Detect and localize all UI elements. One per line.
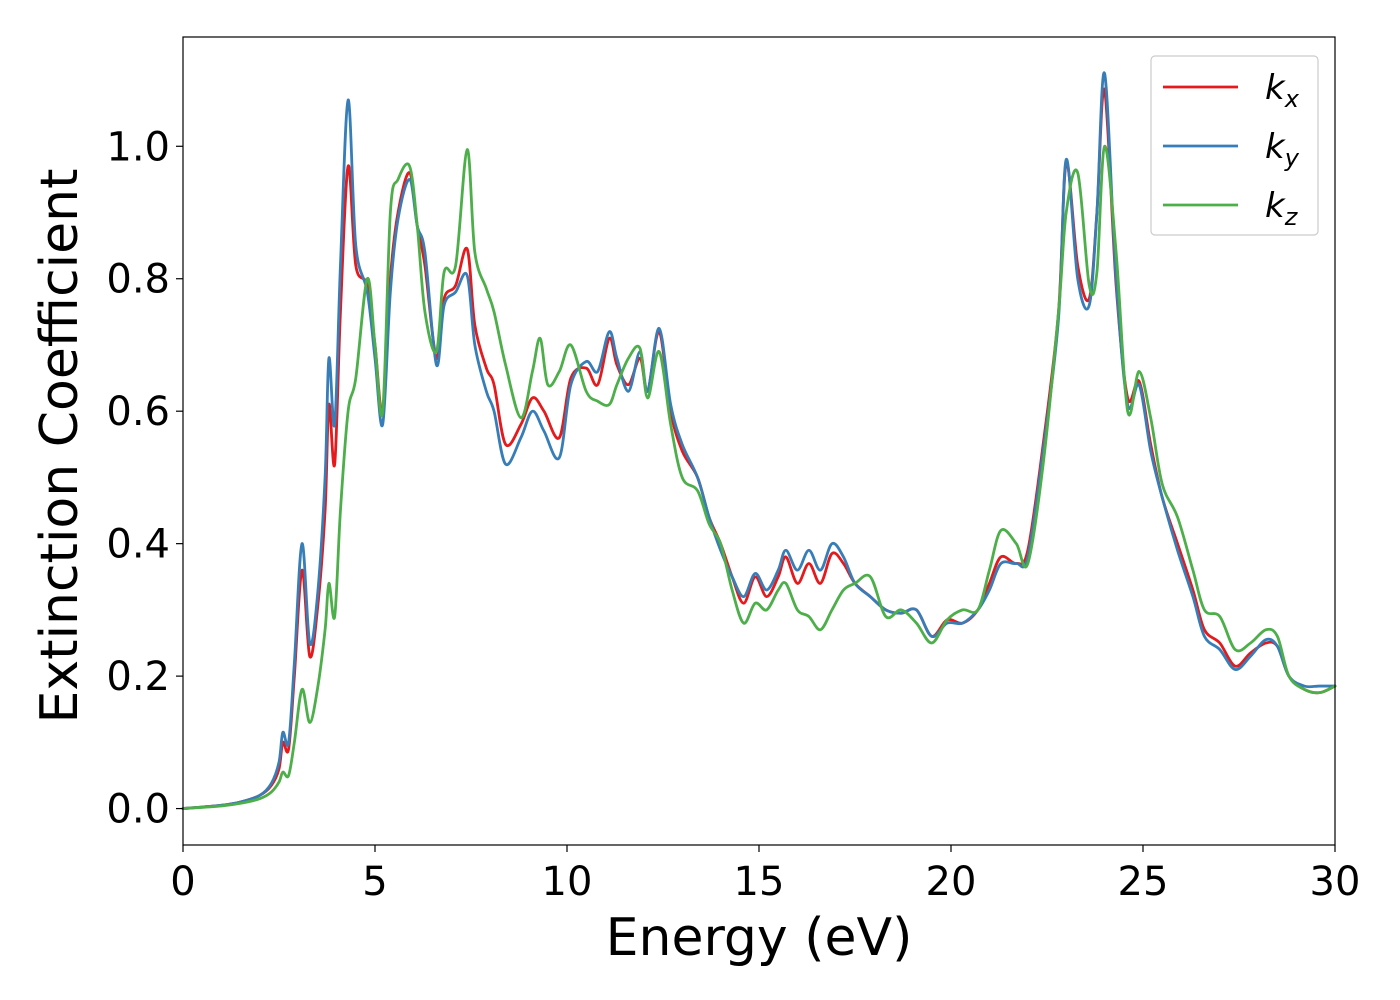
y-tick-label: 0.2 (106, 654, 170, 700)
x-tick-label: 30 (1310, 859, 1361, 905)
x-tick-label: 10 (542, 859, 593, 905)
y-tick-label: 0.0 (106, 787, 170, 833)
legend-label-ky: ky (1265, 127, 1300, 172)
legend-label-kx: kx (1265, 68, 1300, 113)
x-tick-label: 25 (1118, 859, 1169, 905)
y-axis: 0.0 0.2 0.4 0.6 0.8 1.0 (106, 124, 183, 833)
x-axis-title: Energy (eV) (606, 908, 913, 968)
series-line-kz (181, 144, 1337, 810)
y-axis-title: Extinction Coefficient (30, 169, 90, 724)
y-tick-label: 0.8 (106, 257, 170, 303)
series-layer (181, 71, 1337, 810)
x-tick-label: 5 (362, 859, 387, 905)
x-tick-label: 20 (926, 859, 977, 905)
x-tick-label: 0 (170, 859, 195, 905)
legend-label-kz: kz (1265, 186, 1299, 231)
series-line-ky (181, 71, 1337, 810)
x-axis: 0 5 10 15 20 25 30 (170, 845, 1360, 905)
y-tick-label: 1.0 (106, 124, 170, 170)
x-tick-label: 15 (734, 859, 785, 905)
legend: kx ky kz (1150, 55, 1319, 236)
y-tick-label: 0.6 (106, 389, 170, 435)
y-tick-label: 0.4 (106, 522, 170, 568)
